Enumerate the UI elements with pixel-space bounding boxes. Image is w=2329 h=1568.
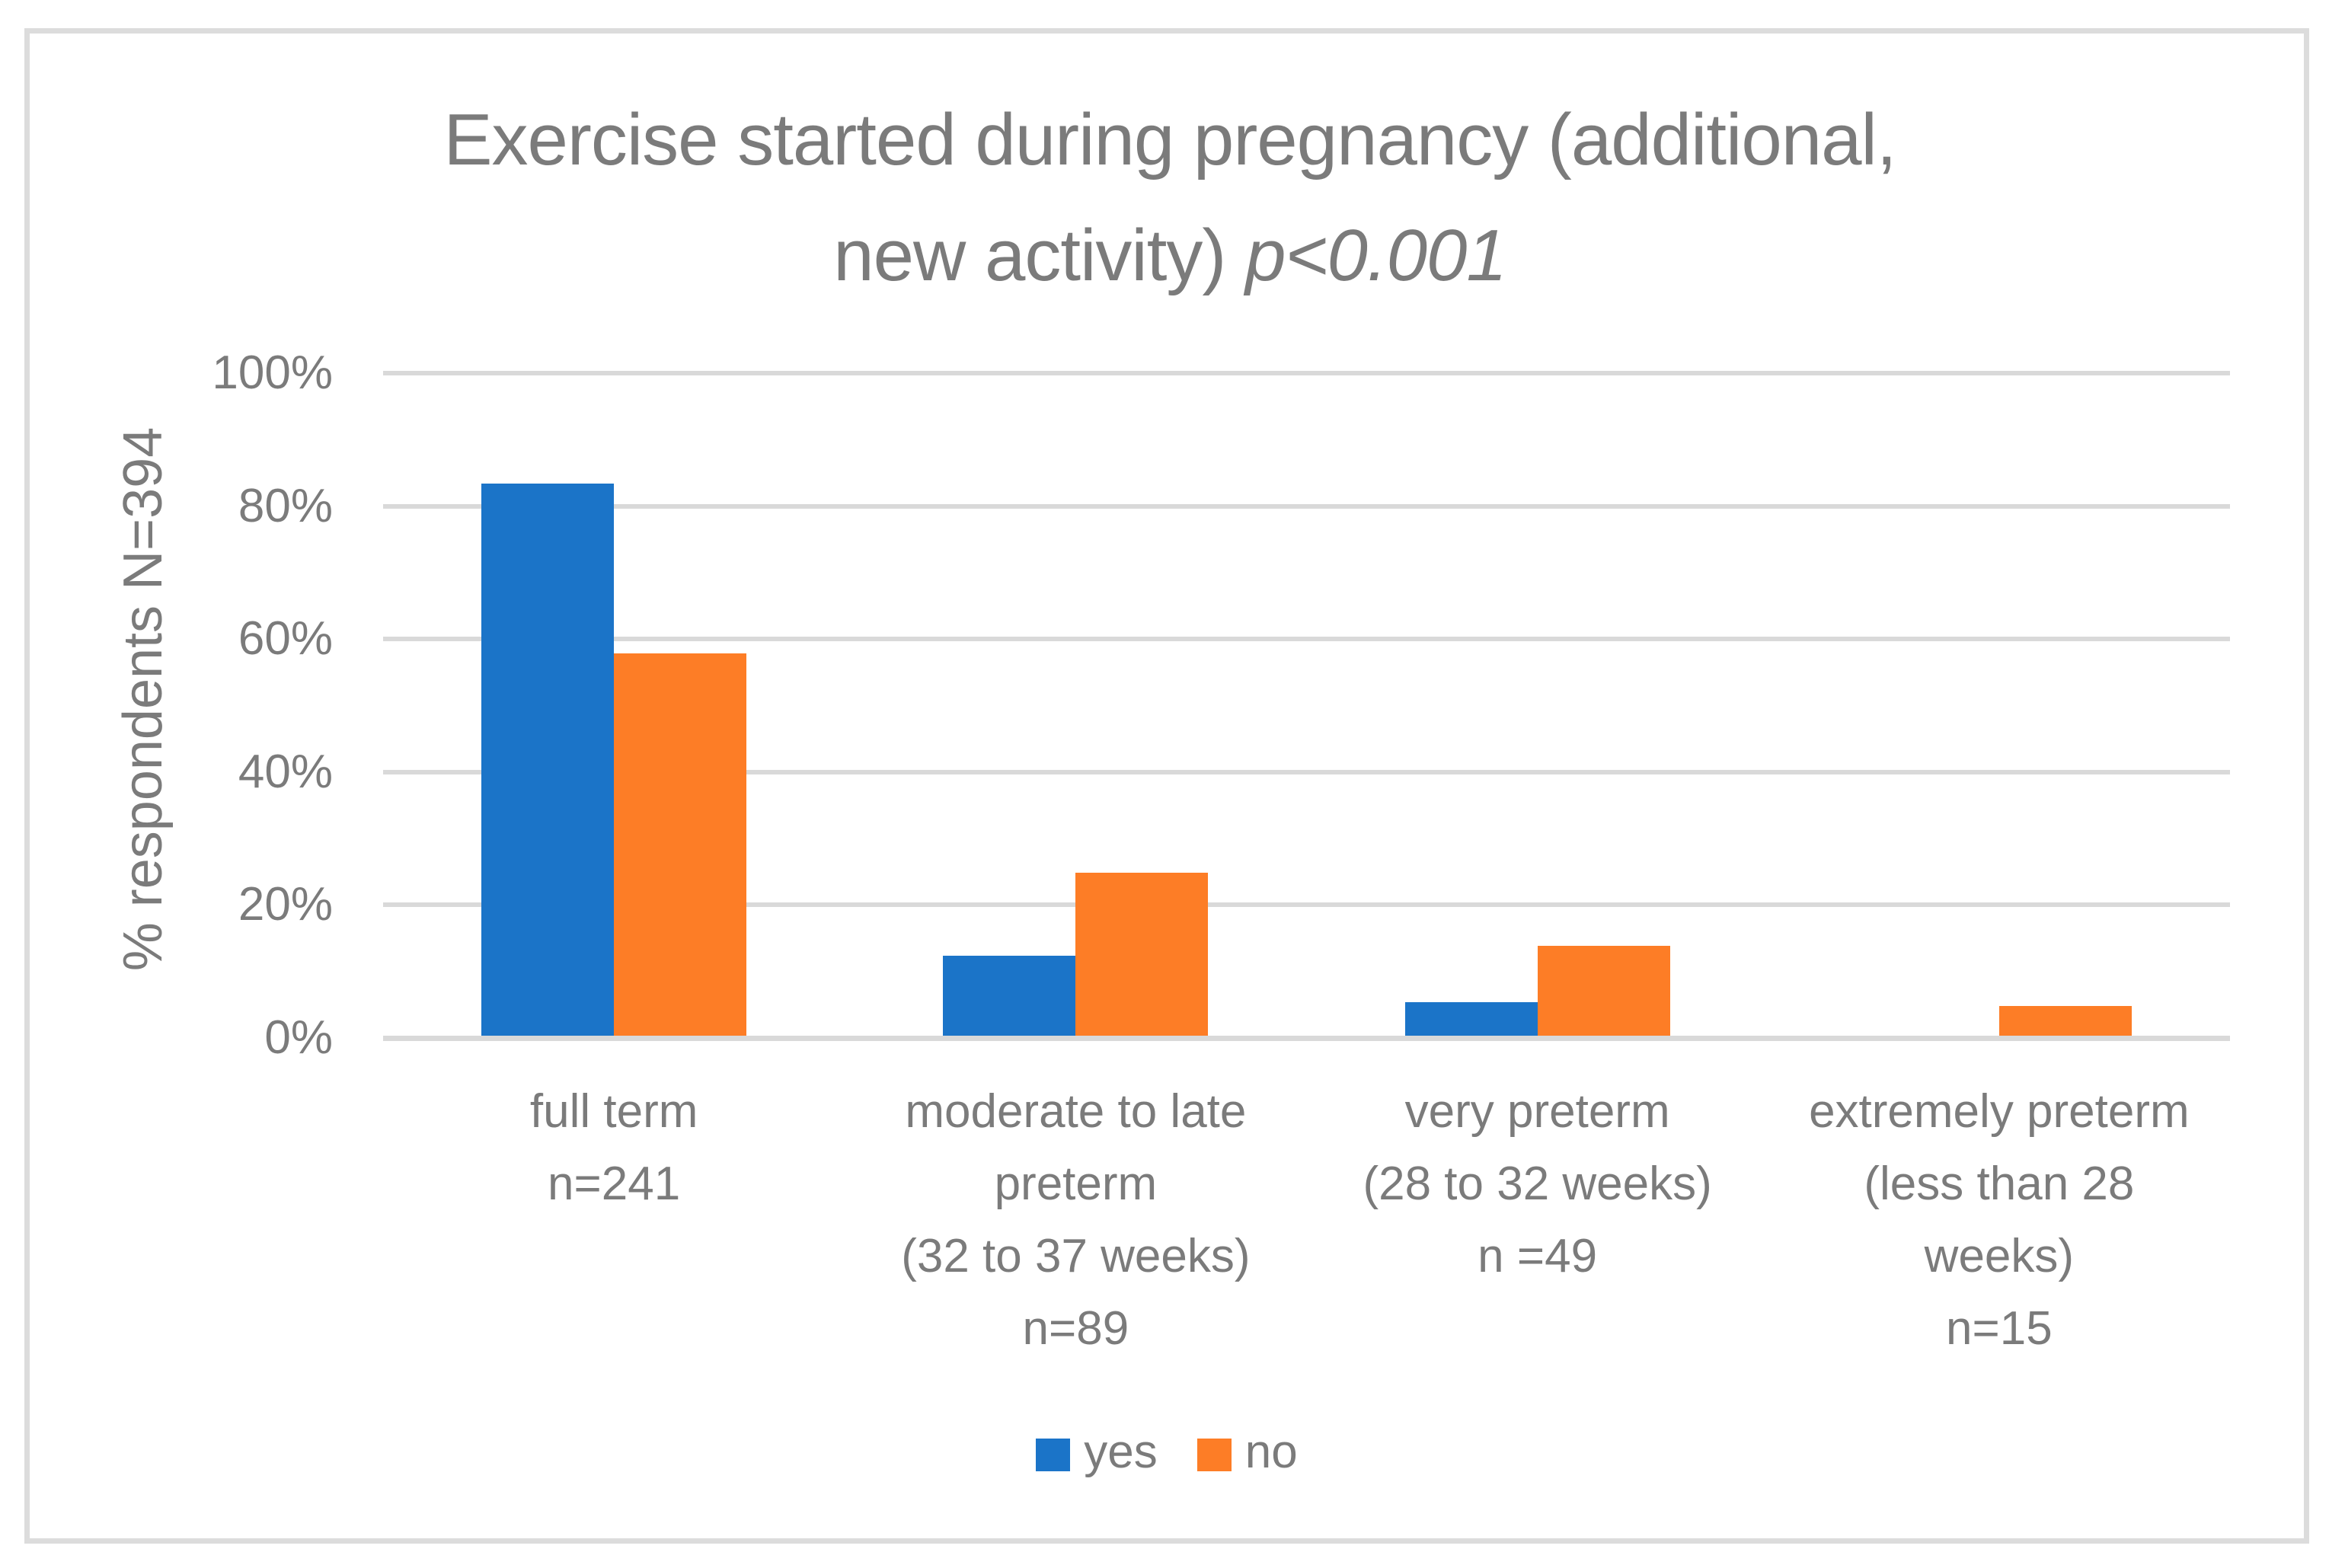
category-label-1: full term n=241: [370, 1075, 858, 1220]
gridline-40: [383, 769, 2230, 774]
category-label-line: very preterm: [1404, 1085, 1670, 1138]
category-label-line: moderate to late: [905, 1085, 1247, 1138]
gridline-80: [383, 503, 2230, 509]
category-label-line: (28 to 32 weeks): [1363, 1158, 1712, 1210]
legend-item-no: no: [1196, 1426, 1298, 1480]
gridline-60: [383, 637, 2230, 642]
chart-title-pvalue: p<0.001: [1245, 215, 1507, 296]
chart-frame: [24, 28, 2309, 1544]
gridline-100: [383, 371, 2230, 375]
bar-no-category-3: [1537, 946, 1670, 1036]
category-label-line: n =49: [1478, 1230, 1598, 1282]
legend-item-yes: yes: [1036, 1426, 1158, 1480]
y-tick-label-100: 100%: [212, 346, 333, 399]
category-label-line: weeks): [1924, 1230, 2075, 1282]
y-tick-label-60: 60%: [238, 612, 333, 666]
bar-no-category-4: [1998, 1005, 2132, 1036]
category-label-line: n=89: [1022, 1302, 1129, 1355]
y-axis-ticks: 0% 20% 40% 60% 80% 100%: [0, 0, 333, 1568]
category-label-4: extremely preterm (less than 28 weeks) n=15: [1756, 1075, 2243, 1365]
y-tick-label-0: 0%: [264, 1011, 333, 1064]
bar-no-category-2: [1075, 873, 1209, 1036]
bar-yes-category-1: [481, 484, 615, 1036]
category-label-line: full term: [529, 1085, 698, 1138]
category-label-line: (32 to 37 weeks): [901, 1230, 1251, 1282]
y-tick-label-80: 80%: [238, 479, 333, 532]
chart-title: Exercise started during pregnancy (addit…: [30, 82, 2309, 314]
legend-label-no: no: [1244, 1426, 1298, 1478]
category-label-line: n=15: [1946, 1302, 2053, 1355]
category-label-2: moderate to late preterm (32 to 37 weeks) n…: [832, 1075, 1319, 1365]
gridline-20: [383, 902, 2230, 908]
y-tick-label-20: 20%: [238, 878, 333, 931]
legend-swatch-yes: [1036, 1438, 1071, 1471]
y-tick-label-40: 40%: [238, 745, 333, 798]
plot-area: [383, 371, 2230, 1041]
chart-title-line2: new activity) p<0.001: [833, 215, 1507, 296]
bar-yes-category-3: [1404, 1002, 1538, 1036]
category-label-line: preterm: [994, 1158, 1158, 1210]
category-label-line: extremely preterm: [1809, 1085, 2190, 1138]
bar-no-category-1: [614, 653, 747, 1036]
legend-swatch-no: [1196, 1438, 1232, 1471]
category-label-line: n=241: [548, 1158, 681, 1210]
legend-label-yes: yes: [1084, 1426, 1158, 1478]
x-axis-line: [383, 1036, 2230, 1041]
legend: yes no: [30, 1429, 2304, 1480]
category-label-line: (less than 28: [1864, 1158, 2135, 1210]
chart-title-line1: Exercise started during pregnancy (addit…: [443, 99, 1896, 180]
category-label-3: very preterm (28 to 32 weeks) n =49: [1294, 1075, 1781, 1292]
bar-yes-category-2: [943, 956, 1076, 1036]
